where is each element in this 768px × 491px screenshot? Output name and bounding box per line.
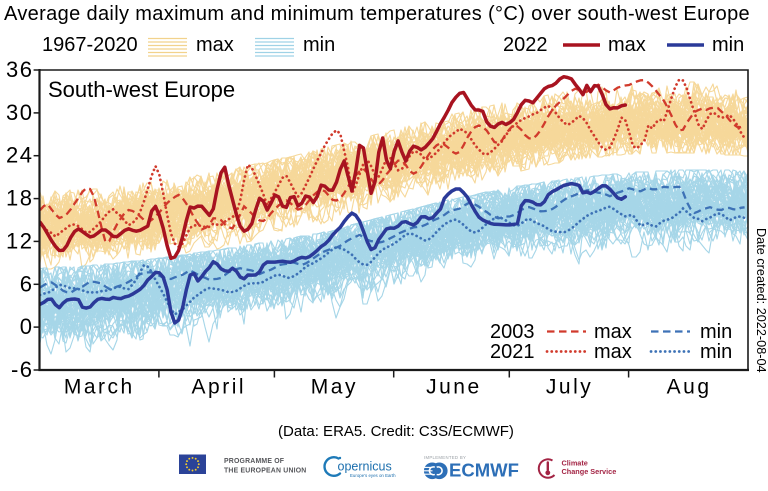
svg-text:July: July <box>546 376 593 399</box>
svg-text:6: 6 <box>20 271 34 296</box>
svg-text:IMPLEMENTED BY: IMPLEMENTED BY <box>424 455 466 460</box>
svg-text:(Data: ERA5. Credit: C3S/ECMW: (Data: ERA5. Credit: C3S/ECMWF) <box>278 423 514 440</box>
svg-text:max: max <box>594 341 632 363</box>
svg-text:Change Service: Change Service <box>562 467 617 476</box>
svg-text:2003: 2003 <box>490 321 535 343</box>
svg-text:1967-2020: 1967-2020 <box>42 34 138 56</box>
svg-text:March: March <box>64 376 135 399</box>
svg-text:opernicus: opernicus <box>338 460 392 474</box>
svg-text:12: 12 <box>6 228 33 253</box>
svg-text:2022: 2022 <box>503 34 548 56</box>
svg-text:Climate: Climate <box>562 459 588 468</box>
svg-text:May: May <box>311 376 358 399</box>
svg-text:min: min <box>303 34 335 56</box>
svg-text:June: June <box>426 376 482 399</box>
svg-text:THE EUROPEAN UNION: THE EUROPEAN UNION <box>224 468 306 475</box>
svg-text:2021: 2021 <box>490 341 535 363</box>
svg-text:max: max <box>594 321 632 343</box>
svg-text:-6: -6 <box>11 357 34 382</box>
svg-text:Aug: Aug <box>667 376 712 399</box>
svg-text:min: min <box>700 341 732 363</box>
svg-text:min: min <box>700 321 732 343</box>
svg-text:30: 30 <box>6 100 33 125</box>
svg-text:max: max <box>608 34 646 56</box>
svg-text:0: 0 <box>20 314 34 339</box>
svg-text:South-west Europe: South-west Europe <box>48 77 235 102</box>
svg-text:ECMWF: ECMWF <box>449 460 519 481</box>
svg-text:Date created: 2022-08-04: Date created: 2022-08-04 <box>754 228 768 373</box>
svg-text:24: 24 <box>6 143 33 168</box>
svg-text:18: 18 <box>6 186 33 211</box>
svg-text:April: April <box>192 376 247 399</box>
svg-text:Average daily maximum and mini: Average daily maximum and minimum temper… <box>4 3 750 25</box>
svg-text:36: 36 <box>6 57 33 82</box>
svg-text:PROGRAMME OF: PROGRAMME OF <box>224 458 284 465</box>
svg-text:Europe’s eyes on Earth: Europe’s eyes on Earth <box>350 473 396 478</box>
svg-text:max: max <box>196 34 234 56</box>
svg-text:min: min <box>712 34 744 56</box>
